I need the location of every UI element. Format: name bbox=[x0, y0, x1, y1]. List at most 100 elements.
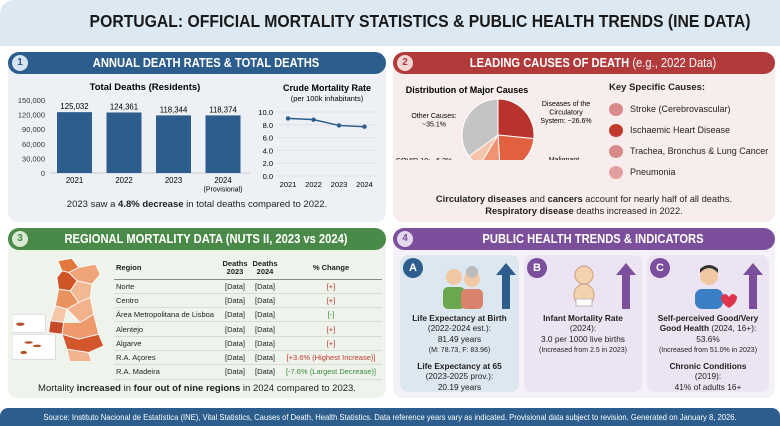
column-header: Region bbox=[114, 257, 220, 280]
deaths-2024: [Data] bbox=[250, 350, 280, 366]
y-tick-label: 150,000 bbox=[18, 96, 45, 105]
x-tick-label: 2023 bbox=[331, 180, 348, 189]
pie-slice-label: MalignantNeoplasms (Cancer):~22.4% bbox=[531, 157, 597, 160]
region-name: R.A. Madeira bbox=[114, 364, 220, 380]
section-header: 1 ANNUAL DEATH RATES & TOTAL DEATHS bbox=[8, 52, 386, 74]
table-row: Centro [Data] [Data] [+] bbox=[114, 293, 382, 309]
note-text: 2023 saw a bbox=[66, 199, 119, 210]
section-header: 3 REGIONAL MORTALITY DATA (NUTS II, 2023… bbox=[8, 228, 386, 250]
x-tick-label: 2021 bbox=[66, 176, 83, 185]
deaths-2024: [Data] bbox=[250, 336, 280, 351]
card-badge: A bbox=[403, 258, 423, 278]
indicator-detail: (Increased from 51.0% in 2023) bbox=[658, 347, 758, 355]
lungs-icon bbox=[609, 166, 623, 180]
table-row: Alentejo [Data] [Data] [+] bbox=[114, 321, 382, 337]
y-tick-label: 30,000 bbox=[22, 154, 45, 163]
deaths-2023: [Data] bbox=[220, 293, 250, 309]
percent-change: [-7.6% (Largest Decrease)] bbox=[280, 364, 382, 380]
y-tick-label: 2.0 bbox=[263, 159, 273, 168]
footer: Source: Instituto Nacional de Estatístic… bbox=[0, 408, 780, 426]
y-tick-label: 120,000 bbox=[18, 111, 45, 120]
pie-chart: Distribution of Major Causes Diseases of … bbox=[396, 85, 597, 160]
section-subtitle: (e.g., 2022 Data) bbox=[629, 55, 717, 70]
bar-value-label: 118,374 bbox=[209, 105, 237, 114]
map-inset-madeira bbox=[12, 313, 46, 333]
card-badge: C bbox=[650, 258, 670, 278]
region-name: R.A. Açores bbox=[114, 350, 220, 366]
section-title: ANNUAL DEATH RATES & TOTAL DEATHS bbox=[92, 55, 320, 70]
indicator-period: (2023-2025 prov.): bbox=[425, 371, 494, 382]
table-header-row: Region Deaths 2023 Deaths 2024 % Change bbox=[114, 257, 382, 280]
key-cause-item: Stroke (Cerebrovascular) bbox=[609, 102, 731, 117]
lungs-cancer-icon bbox=[609, 145, 623, 159]
key-causes-title: Key Specific Causes: bbox=[609, 82, 706, 93]
indicator-period: (2024): bbox=[569, 323, 597, 334]
panel-public-health: 4 PUBLIC HEALTH TRENDS & INDICATORS A Li… bbox=[393, 228, 775, 398]
section-number: 3 bbox=[12, 231, 28, 247]
table-row: Área Metropolitana de Lisboa [Data] [Data]… bbox=[114, 307, 382, 323]
indicator-value: 81.49 years bbox=[437, 333, 482, 344]
indicator-title: Chronic Conditions bbox=[669, 360, 747, 371]
brain-icon bbox=[609, 103, 623, 117]
deaths-2023: [Data] bbox=[220, 279, 250, 294]
key-cause-label: Ischaemic Heart Disease bbox=[630, 125, 731, 135]
section-number: 4 bbox=[397, 231, 413, 247]
section-title-wrap: LEADING CAUSES OF DEATH (e.g., 2022 Data… bbox=[440, 52, 746, 74]
card-text: Life Expectancy at Birth (2022-2024 est.… bbox=[400, 313, 519, 392]
footer-source: Source: Instituto Nacional de Estatístic… bbox=[43, 412, 737, 422]
percent-change: [-] bbox=[280, 307, 382, 323]
section-header: 2 LEADING CAUSES OF DEATH (e.g., 2022 Da… bbox=[393, 52, 775, 74]
bar bbox=[205, 115, 241, 173]
indicator-title: Life Expectancy at 65 bbox=[417, 360, 502, 371]
section-note: Mortality increased in four out of nine … bbox=[8, 383, 386, 394]
section-title: LEADING CAUSES OF DEATH bbox=[469, 55, 630, 70]
portugal-map bbox=[12, 257, 105, 361]
card-badge: B bbox=[527, 258, 547, 278]
y-tick-label: 90,000 bbox=[22, 125, 45, 134]
line-series bbox=[287, 117, 365, 128]
x-tick-label: 2024 bbox=[356, 180, 373, 189]
table-row: Norte [Data] [Data] [+] bbox=[114, 279, 382, 294]
map-inset-azores bbox=[12, 333, 56, 360]
pie-slice bbox=[497, 134, 535, 160]
arrow-up-icon bbox=[616, 263, 636, 309]
heart-icon bbox=[609, 124, 623, 138]
x-tick-label: 2022 bbox=[115, 176, 132, 185]
section-number: 2 bbox=[397, 55, 413, 71]
card-life-expectancy: A Life Expectancy at Birth (2022-2024 es… bbox=[400, 255, 519, 392]
deaths-2023: [Data] bbox=[220, 364, 250, 380]
key-cause-item: Pneumonia bbox=[609, 165, 676, 180]
note-highlight: Circulatory diseases bbox=[435, 194, 527, 204]
note-text: deaths increased in 2022. bbox=[573, 206, 683, 217]
pie-slice bbox=[497, 98, 535, 140]
card-self-perceived-health: C Self-perceived Good/Very Good Health (… bbox=[647, 255, 769, 392]
key-cause-item: Ischaemic Heart Disease bbox=[609, 123, 731, 138]
key-cause-item: Trachea, Bronchus & Lung Cancer bbox=[609, 144, 768, 159]
pie-slice-label: Diseases of the Circulatory System: ~26.6% bbox=[540, 101, 591, 125]
region-name: Área Metropolitana de Lisboa bbox=[114, 307, 220, 323]
note-text: in bbox=[120, 383, 134, 394]
region-name: Algarve bbox=[114, 336, 220, 351]
region-name: Norte bbox=[114, 279, 220, 294]
note-highlight: increased bbox=[76, 383, 121, 394]
line-point bbox=[285, 116, 291, 121]
map-region bbox=[49, 305, 68, 323]
section-header: 4 PUBLIC HEALTH TRENDS & INDICATORS bbox=[393, 228, 775, 250]
indicator-value: 53.6% bbox=[696, 333, 720, 344]
baby-icon bbox=[573, 263, 636, 309]
line-point bbox=[362, 124, 367, 129]
note-text: Mortality bbox=[38, 383, 77, 394]
deaths-2024: [Data] bbox=[250, 307, 280, 323]
indicator-value: 20.19 years bbox=[437, 381, 482, 392]
table-row: R.A. Madeira [Data] [Data] [-7.6% (Largest … bbox=[114, 364, 382, 380]
deaths-2023: [Data] bbox=[220, 336, 250, 351]
deaths-2023: [Data] bbox=[220, 350, 250, 366]
indicator-period: (2019): bbox=[694, 371, 722, 382]
note-text: in total deaths compared to 2022. bbox=[183, 199, 328, 210]
line-point bbox=[311, 117, 316, 122]
pie-slice-label: COVID-19: ~6.2% bbox=[396, 158, 452, 160]
y-tick-label: 0 bbox=[41, 169, 45, 178]
note-text: in 2024 compared to 2023. bbox=[240, 383, 356, 394]
x-tick-label: 2024 bbox=[214, 176, 232, 185]
card-text: Self-perceived Good/Very Good Health (20… bbox=[647, 313, 769, 392]
